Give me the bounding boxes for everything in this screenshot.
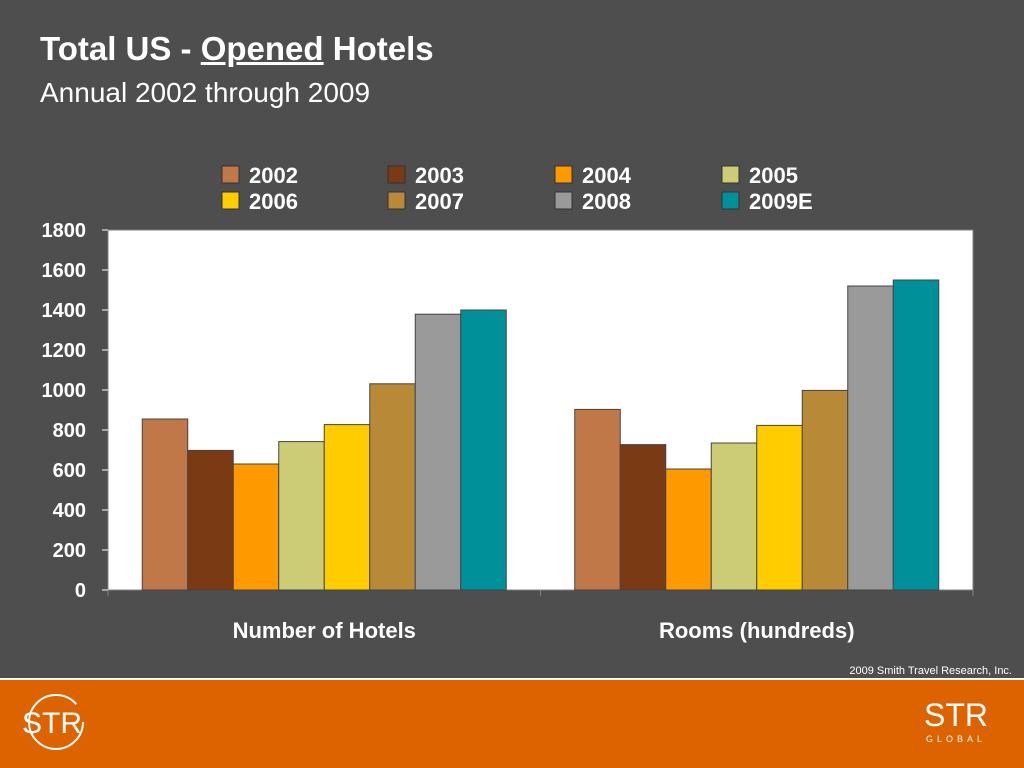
legend-entry-label: 2005 — [749, 163, 798, 188]
bar — [756, 424, 803, 591]
bar — [847, 285, 894, 591]
annotation-text: 152,001 rooms in 2008, — [608, 259, 766, 276]
bar — [665, 468, 712, 591]
bar-value-label: 727 — [631, 421, 655, 437]
legend-swatch — [221, 191, 240, 210]
legend-swatch — [721, 165, 740, 184]
annotation-line1-suffix: , — [762, 259, 766, 276]
bar-value-label: 823 — [768, 401, 792, 417]
legend-entry-label: 2008 — [582, 189, 631, 214]
legend-entry-label: 2007 — [415, 189, 464, 214]
bar — [141, 418, 189, 591]
legend-entry-label: 2003 — [415, 163, 464, 188]
bar — [232, 463, 280, 591]
y-tick-label: 1000 — [42, 380, 87, 402]
chart-data-labels: 855 698 630 742 827 1031 1379 1400 903 727 605 735 8… — [153, 256, 931, 461]
legend-swatch — [221, 165, 240, 184]
logo-ring-icon — [28, 694, 84, 750]
y-tick-label: 1800 — [42, 220, 87, 242]
bar-value-label: 827 — [335, 401, 359, 417]
y-tick-label: 1200 — [42, 340, 87, 362]
page-subtitle: Annual 2002 through 2009 — [40, 77, 371, 108]
logo-right-subtext: GLOBAL — [926, 734, 986, 744]
page-title: Total US - Opened Hotels — [40, 30, 434, 68]
title-suffix: Hotels — [323, 30, 434, 67]
footer-divider — [0, 678, 1024, 680]
bar-value-label: 1379 — [422, 290, 453, 306]
y-tick-label: 400 — [53, 500, 86, 522]
bar-value-label: 1031 — [377, 360, 408, 376]
y-tick-label: 1400 — [42, 300, 87, 322]
bar-value-label: 698 — [199, 426, 223, 442]
chart-legend: 2002 2003 2004 2005 2006 2007 2008 2009E — [221, 163, 813, 214]
title-prefix: Total US - — [40, 30, 201, 67]
bar — [414, 313, 462, 591]
logo-right-text: STR — [924, 697, 988, 733]
bar-value-label: 998 — [813, 366, 837, 382]
y-tick-label: 200 — [53, 540, 86, 562]
legend-swatch — [554, 191, 573, 210]
y-tick-label: 1600 — [42, 260, 87, 282]
legend-entry-label: 2002 — [249, 163, 298, 188]
annotation-line2: 155,000 rooms in 2009 — [607, 282, 761, 299]
y-tick-label: 0 — [75, 580, 86, 602]
legend-swatch — [387, 165, 406, 184]
annotation-line3: estimated — [654, 305, 720, 322]
y-tick-label: 600 — [53, 460, 86, 482]
title-emphasis: Opened — [200, 30, 324, 67]
bar — [187, 449, 234, 591]
bar — [460, 309, 507, 591]
bar-value-label: 903 — [586, 385, 610, 401]
bar-value-label: 1550 — [900, 256, 931, 272]
bar-value-label: 630 — [244, 440, 268, 456]
bar-value-label: 855 — [153, 395, 177, 411]
annotation-line1-year: 2008 — [727, 259, 762, 276]
legend-swatch — [554, 165, 573, 184]
bar — [369, 383, 416, 591]
bar — [801, 389, 849, 591]
y-tick-label: 800 — [53, 420, 86, 442]
bar — [278, 441, 325, 591]
legend-entry-label: 2006 — [249, 189, 298, 214]
annotation-line2-prefix: 155,000 rooms in — [607, 282, 727, 299]
str-global-logo: STR GLOBAL — [924, 697, 988, 744]
chart-bars — [141, 279, 940, 591]
legend-entry-label: 2009E — [749, 189, 813, 214]
legend-swatch — [387, 191, 406, 210]
annotation-line2-year: 2009 — [726, 282, 761, 299]
bar-value-label: 605 — [677, 445, 701, 461]
bar-value-label: 1400 — [468, 286, 499, 302]
bar — [892, 279, 940, 591]
legend-entry-label: 2004 — [582, 163, 632, 188]
bar — [710, 442, 758, 591]
logo-left-text: STR — [22, 707, 82, 740]
bar-value-label: 742 — [290, 418, 314, 434]
copyright-text: 2009 Smith Travel Research, Inc. — [849, 665, 1012, 677]
x-category-label: Rooms (hundreds) — [659, 618, 855, 643]
bar-value-label: 735 — [722, 419, 746, 435]
x-category-label: Number of Hotels — [233, 618, 416, 643]
footer-band — [0, 680, 1024, 768]
bar-value-label: 1520 — [855, 262, 886, 278]
bar — [323, 424, 371, 591]
bar — [574, 408, 621, 591]
annotation-line1-prefix: 152,001 rooms in — [608, 259, 728, 276]
bar — [619, 444, 667, 591]
bar-chart: 2002 2003 2004 2005 2006 2007 2008 2009E 0 200 40… — [42, 163, 974, 643]
str-logo-left: STR — [22, 694, 84, 750]
legend-swatch — [721, 191, 740, 210]
